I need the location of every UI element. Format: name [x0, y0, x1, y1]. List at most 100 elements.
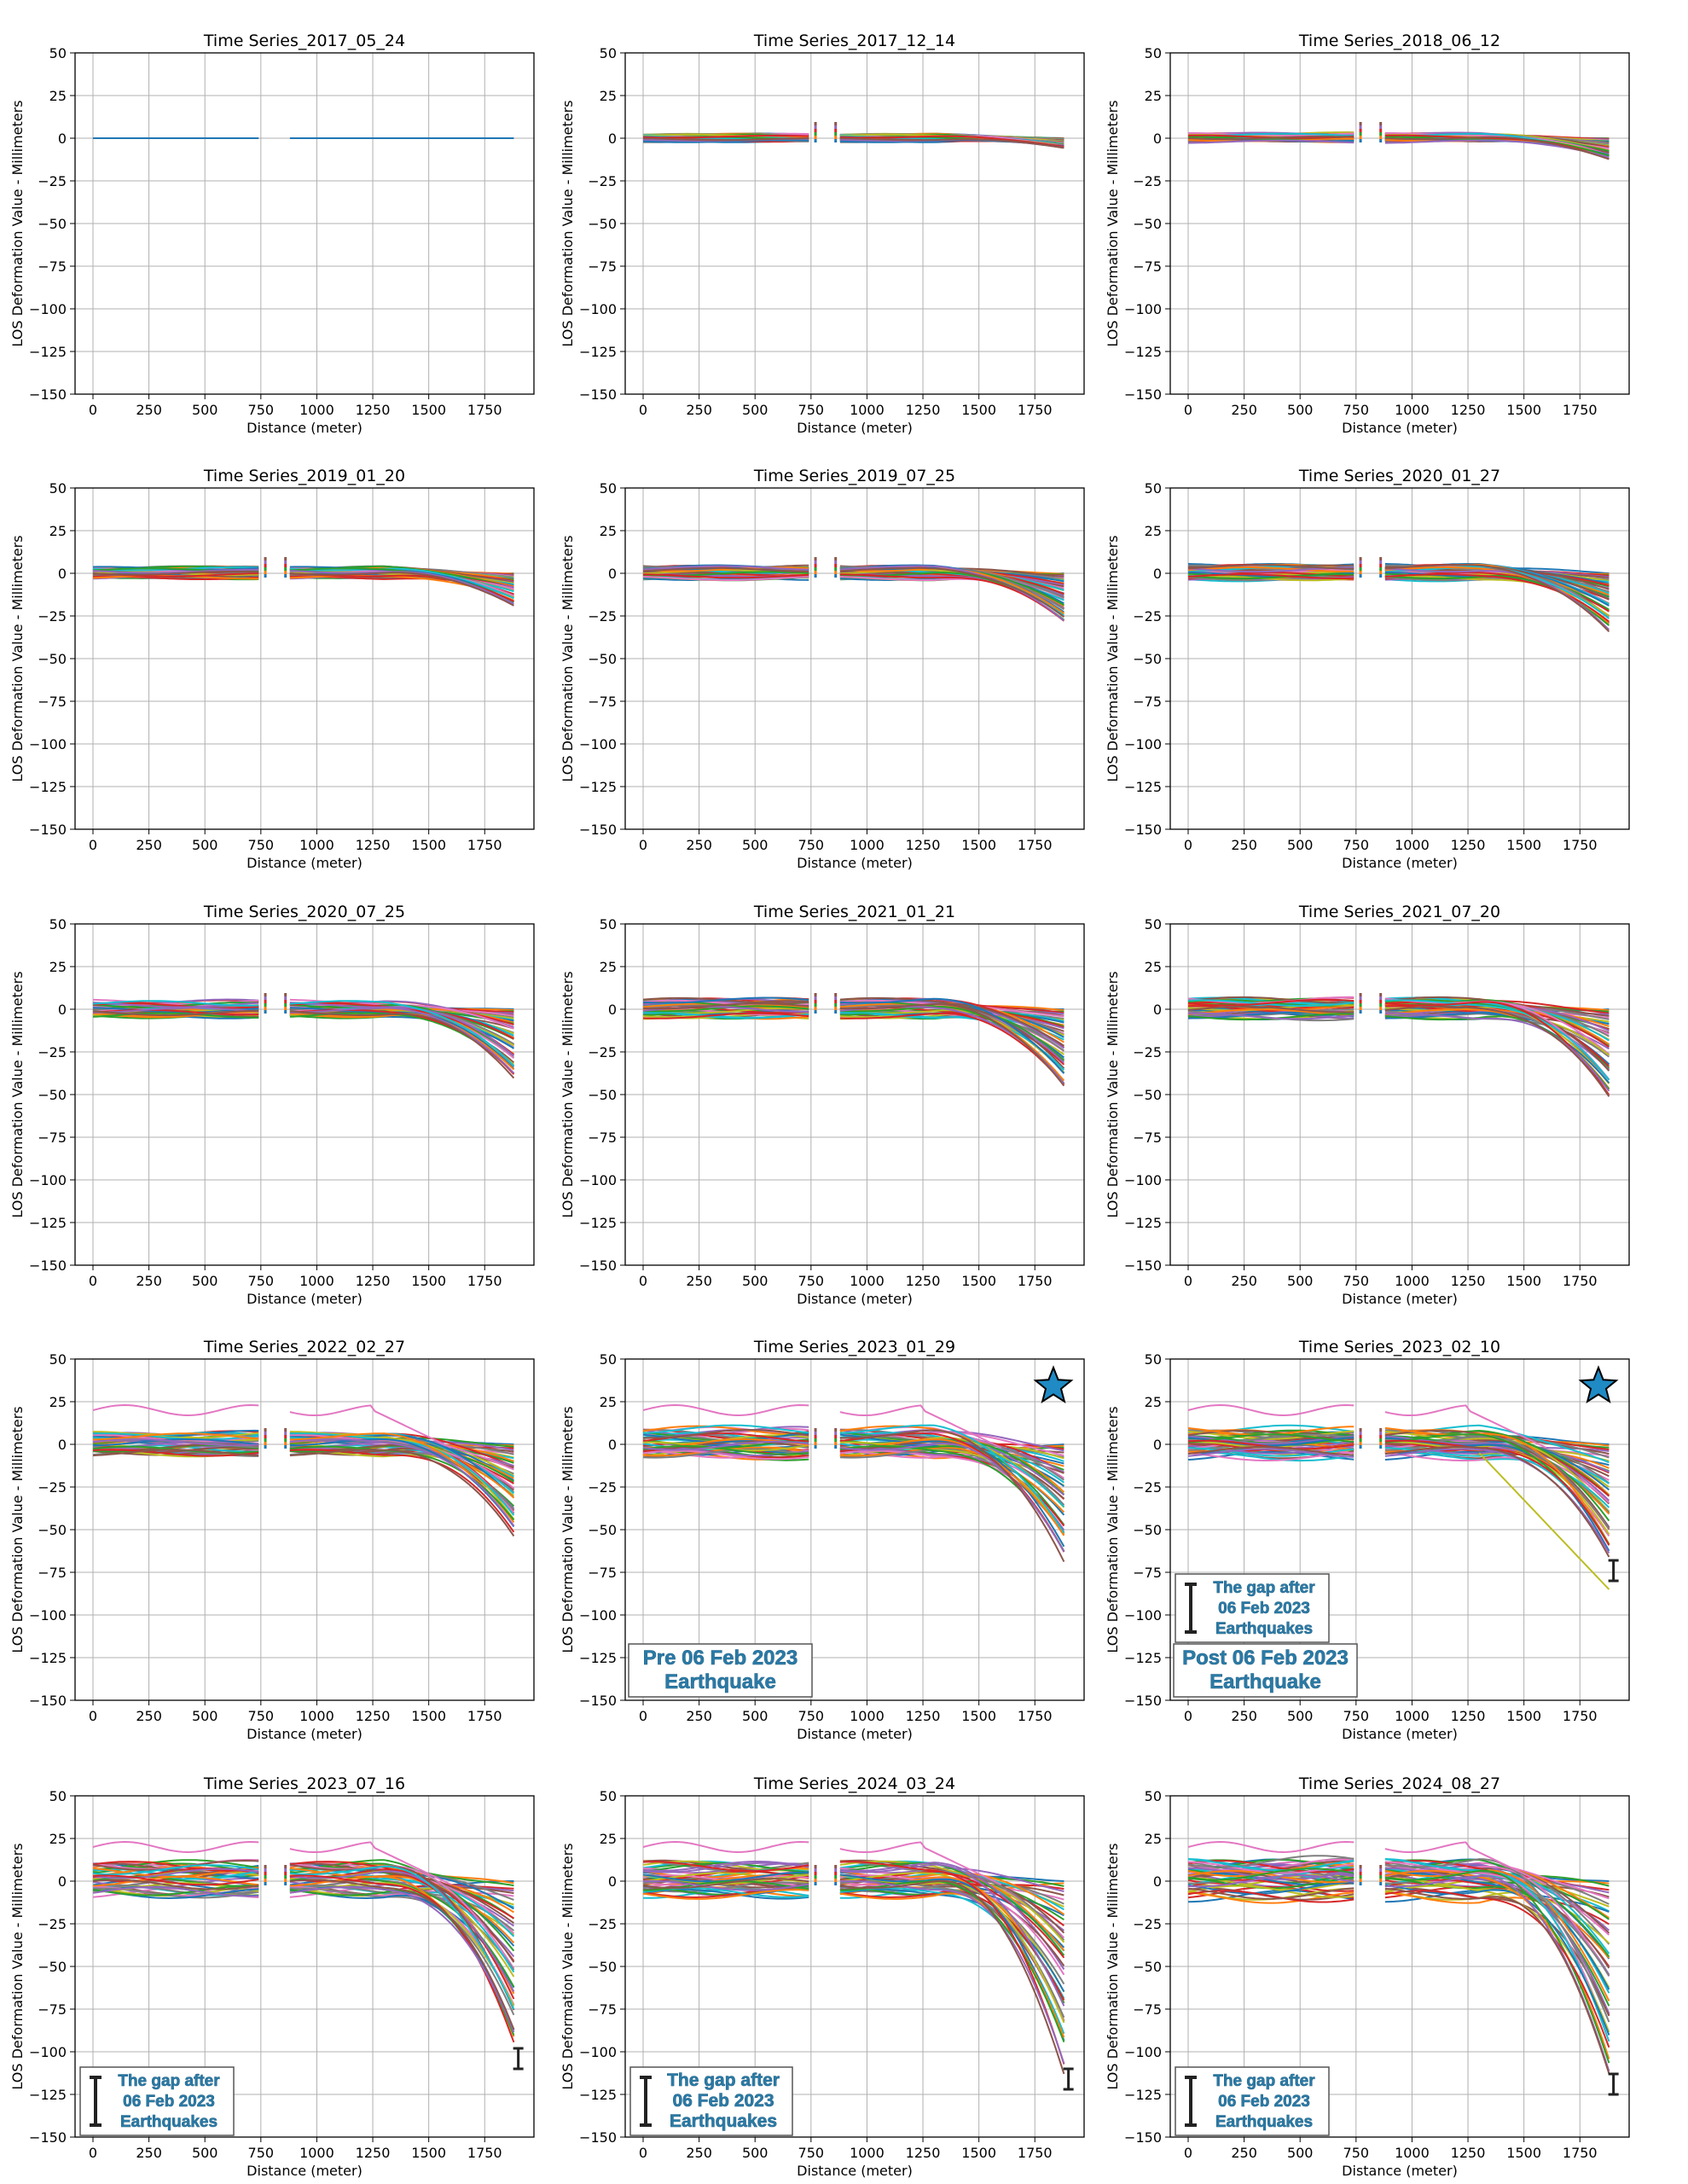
- x-tick-label: 750: [248, 1273, 275, 1289]
- series-line: [1187, 573, 1354, 580]
- y-tick-label: −125: [1124, 1650, 1162, 1666]
- x-tick-label: 250: [1231, 1708, 1257, 1724]
- chart-panel: 0 250 500 750 1000 1250 1500 175050250−25−50−75…: [560, 903, 1085, 1307]
- chart-title: Time Series_2021_01_21: [753, 903, 955, 921]
- series-line: [289, 567, 514, 600]
- y-tick-label: −100: [579, 736, 617, 752]
- x-tick-label: 750: [798, 1708, 825, 1724]
- x-tick-label: 250: [136, 2145, 162, 2161]
- x-tick-label: 1250: [1451, 1708, 1486, 1724]
- series-line: [1187, 1860, 1354, 1873]
- series-line: [92, 1007, 259, 1014]
- chart-panel: 0 250 500 750 1000 1250 1500 175050250−25−50−75…: [9, 903, 535, 1307]
- gap-marker-icon: [1608, 2072, 1619, 2096]
- x-tick-label: 250: [136, 1708, 162, 1724]
- series-group: [92, 1840, 515, 2043]
- series-line: [642, 573, 809, 579]
- series-line: [1187, 1433, 1354, 1443]
- y-tick-label: 0: [608, 566, 617, 582]
- y-tick-label: 25: [600, 88, 617, 104]
- x-tick-label: 750: [1343, 837, 1370, 853]
- series-line: [1187, 996, 1354, 1004]
- series-line: [642, 1840, 1002, 1885]
- y-tick-label: −25: [1133, 1479, 1162, 1496]
- chart-title: Time Series_2017_12_14: [753, 32, 955, 50]
- series-group: [642, 1840, 1065, 2075]
- series-line: [289, 1862, 515, 1963]
- gap-label-text: Earthquakes: [670, 2111, 777, 2131]
- series-line: [289, 1449, 515, 1533]
- y-tick-label: −150: [29, 386, 67, 403]
- gap-label-box: [629, 2066, 793, 2136]
- event-label-box: [1173, 1643, 1358, 1698]
- y-tick-label: 0: [58, 131, 67, 147]
- y-tick-label: −150: [579, 822, 617, 838]
- x-tick-label: 0: [89, 402, 97, 418]
- x-axis-label: Distance (meter): [247, 420, 363, 436]
- y-tick-label: −125: [579, 1215, 617, 1231]
- chart-title: Time Series_2020_01_27: [1298, 467, 1500, 485]
- series-line: [1384, 573, 1610, 623]
- chart-title: Time Series_2018_06_12: [1298, 32, 1500, 50]
- y-tick-label: −50: [1133, 1087, 1162, 1103]
- y-tick-label: −25: [38, 173, 67, 189]
- series-line: [1384, 567, 1610, 630]
- y-tick-label: −125: [579, 344, 617, 360]
- series-line: [289, 1010, 515, 1079]
- y-tick-label: −50: [38, 1959, 67, 1975]
- y-tick-label: 0: [58, 1002, 67, 1018]
- y-tick-label: 0: [1153, 1437, 1162, 1453]
- y-tick-label: 25: [1145, 959, 1162, 975]
- series-line: [642, 566, 809, 572]
- x-tick-label: 0: [639, 1708, 647, 1724]
- y-tick-label: 25: [1145, 1394, 1162, 1410]
- x-tick-label: 1250: [1451, 2145, 1486, 2161]
- y-tick-label: −125: [29, 779, 67, 795]
- y-tick-label: −50: [38, 216, 67, 232]
- y-tick-label: 50: [1145, 45, 1162, 61]
- y-tick-label: −100: [579, 301, 617, 317]
- x-tick-label: 0: [89, 2145, 97, 2161]
- series-line: [1384, 1429, 1610, 1497]
- series-line: [1187, 139, 1354, 144]
- gap-marker-icon: [1608, 1559, 1619, 1583]
- x-tick-label: 750: [798, 402, 825, 418]
- series-line: [1187, 1840, 1547, 1885]
- series-line: [642, 134, 809, 139]
- series-line: [289, 1000, 515, 1067]
- chart-title: Time Series_2024_08_27: [1298, 1774, 1500, 1793]
- y-tick-label: −50: [588, 1522, 617, 1538]
- gap-label-text: The gap after: [118, 2072, 220, 2090]
- chart-panel: 0 250 500 750 1000 1250 1500 175050250−25−50−75…: [9, 32, 535, 436]
- series-line: [1384, 131, 1610, 156]
- y-axis-label: LOS Deformation Value - Millimeters: [9, 100, 26, 346]
- x-tick-label: 250: [1231, 402, 1257, 418]
- y-tick-label: −100: [1124, 2044, 1162, 2060]
- y-tick-label: 0: [608, 1002, 617, 1018]
- series-line: [1384, 1005, 1610, 1097]
- x-tick-label: 1000: [299, 2145, 334, 2161]
- x-tick-label: 1500: [1506, 2145, 1541, 2161]
- y-tick-label: 50: [1145, 1788, 1162, 1804]
- x-tick-label: 1500: [411, 402, 446, 418]
- series-line: [92, 1012, 259, 1019]
- y-tick-label: 25: [49, 959, 67, 975]
- y-tick-label: 50: [600, 45, 617, 61]
- y-tick-label: 0: [58, 566, 67, 582]
- x-tick-label: 1000: [850, 1273, 885, 1289]
- series-line: [92, 1879, 259, 1891]
- x-tick-label: 500: [1287, 402, 1314, 418]
- x-tick-label: 750: [1343, 1273, 1370, 1289]
- y-tick-label: 50: [49, 1788, 67, 1804]
- x-tick-label: 250: [136, 837, 162, 853]
- x-tick-label: 1500: [411, 837, 446, 853]
- series-line: [1187, 1858, 1354, 1872]
- chart-panel: 0 250 500 750 1000 1250 1500 175050250−25−50−75…: [560, 32, 1085, 436]
- y-tick-label: −75: [1133, 1565, 1162, 1581]
- x-tick-label: 1500: [1506, 1273, 1541, 1289]
- series-line: [1384, 1863, 1610, 1978]
- series-line: [289, 1002, 515, 1057]
- x-tick-label: 1000: [1395, 1708, 1430, 1724]
- gap-bracket-icon: [640, 2076, 652, 2127]
- x-axis-label: Distance (meter): [797, 1726, 913, 1742]
